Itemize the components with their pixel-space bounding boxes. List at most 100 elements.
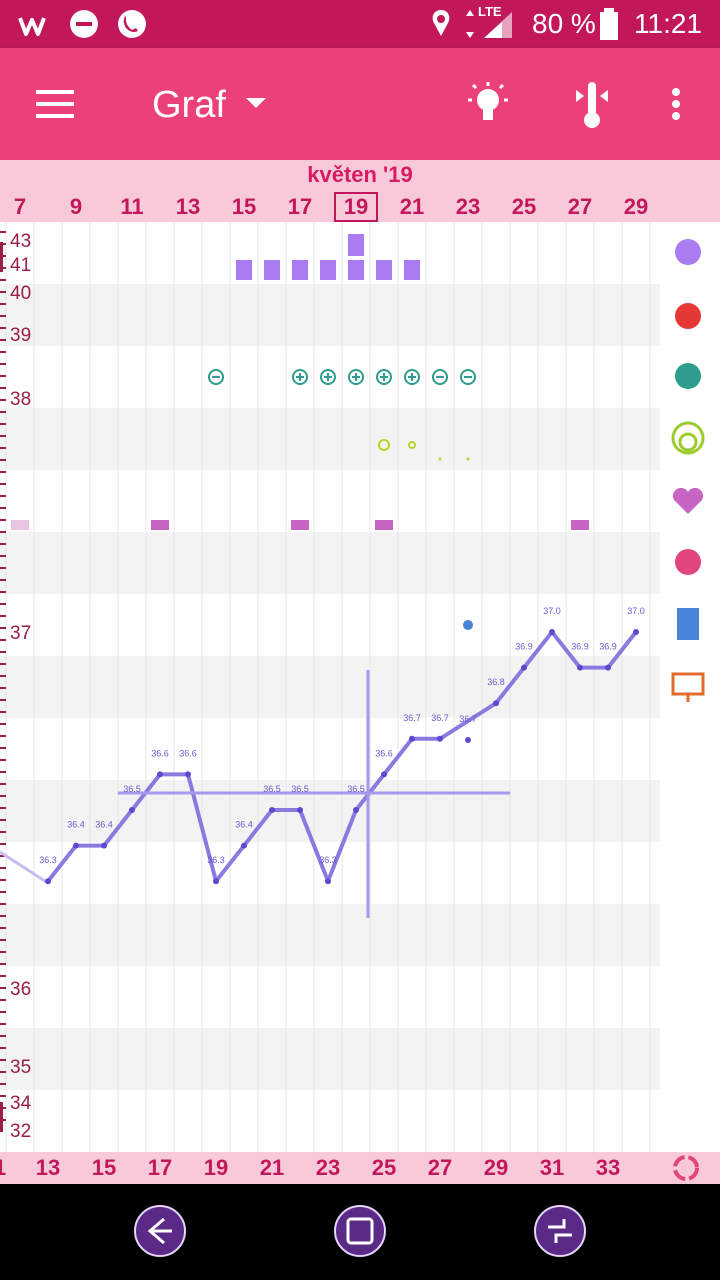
day-label[interactable]: 9 <box>69 194 83 219</box>
y-axis-label: 36 <box>10 979 31 1000</box>
day-header <box>0 160 720 222</box>
mucus-marker <box>466 457 470 461</box>
heart-icon <box>672 487 704 514</box>
day-label[interactable]: 19 <box>334 192 378 222</box>
clock: 11:21 <box>634 8 702 39</box>
temp-value-label: 36.4 <box>235 820 253 830</box>
temp-point <box>409 735 415 742</box>
flower-icon <box>675 239 701 265</box>
test-marker <box>292 369 308 385</box>
day-label[interactable]: 27 <box>567 194 593 219</box>
axis-mark <box>0 1102 3 1132</box>
temp-point <box>325 878 331 885</box>
temp-value-label: 36.8 <box>487 677 505 687</box>
flow-bar <box>236 260 252 280</box>
note-icon <box>677 608 699 640</box>
band <box>0 284 660 346</box>
test-marker <box>404 369 420 385</box>
day-label[interactable]: 13 <box>175 194 201 219</box>
day-label[interactable]: 15 <box>231 194 257 219</box>
cycle-icon[interactable] <box>670 1152 702 1184</box>
temp-point <box>577 664 583 671</box>
y-axis-label: 32 <box>10 1121 31 1142</box>
temp-point <box>73 842 79 849</box>
more-icon[interactable] <box>670 86 682 124</box>
menu-icon[interactable] <box>36 88 76 120</box>
y-axis-label: 40 <box>10 283 31 304</box>
y-axis-label: 39 <box>10 325 31 346</box>
bottom-day-label: 29 <box>483 1155 509 1180</box>
day-label[interactable]: 17 <box>287 194 313 219</box>
extra-point <box>463 620 473 630</box>
temp-value-label: 36.9 <box>571 642 589 652</box>
y-axis-label: 34 <box>10 1093 32 1114</box>
lightbulb-icon[interactable] <box>466 80 510 128</box>
bottom-day-label: 21 <box>259 1155 285 1180</box>
dnd-icon <box>70 10 98 38</box>
recent-button[interactable] <box>534 1205 586 1257</box>
band <box>0 532 660 594</box>
thermometer-icon[interactable] <box>574 80 610 130</box>
test-marker <box>320 369 336 385</box>
temp-value-label: 36.5 <box>347 784 365 794</box>
temp-value-label: 36.9 <box>599 642 617 652</box>
day-label[interactable]: 21 <box>399 194 425 219</box>
temp-value-label: 36.7 <box>403 713 421 723</box>
home-button[interactable] <box>334 1205 386 1257</box>
temp-point <box>45 878 51 885</box>
bottom-day-label: 1 <box>0 1155 20 1181</box>
back-icon <box>147 1217 172 1245</box>
temp-point <box>465 737 471 743</box>
flow-bar <box>404 260 420 280</box>
test-marker <box>376 369 392 385</box>
wish-app-icon <box>18 17 46 36</box>
network-label: LTE <box>478 4 502 19</box>
day-label[interactable]: 23 <box>455 194 481 219</box>
band <box>0 656 660 718</box>
bottom-day-label: 27 <box>427 1155 453 1180</box>
temp-fade-line <box>0 850 49 885</box>
flow-bar <box>376 260 392 280</box>
splash-icon <box>675 363 701 389</box>
phone-icon <box>118 10 146 38</box>
temp-point <box>241 842 247 849</box>
temp-point <box>157 771 163 778</box>
temp-value-label: 36.6 <box>375 748 393 758</box>
dropdown-icon[interactable] <box>246 98 266 110</box>
flow-bar <box>292 260 308 280</box>
band <box>0 904 660 966</box>
mucus-marker <box>438 457 442 461</box>
test-marker <box>208 369 224 385</box>
month-label: květen '19 <box>307 162 413 187</box>
day-label[interactable]: 7 <box>13 194 27 219</box>
mucus-marker <box>408 441 416 449</box>
back-button[interactable] <box>134 1205 186 1257</box>
day-label[interactable]: 25 <box>511 194 537 219</box>
location-icon <box>432 10 450 36</box>
cycle-chart[interactable]: 43 41 40 39 38 37 36 35 34 32 36.3 36.4 36.4 36.5 36.6… <box>0 222 720 1152</box>
bottom-day-label: 13 <box>35 1155 61 1180</box>
bottom-day-bar <box>0 1152 720 1184</box>
temp-point <box>353 807 359 813</box>
temp-point <box>381 771 387 778</box>
day-label[interactable]: 29 <box>623 194 649 219</box>
page-title[interactable]: Graf <box>152 84 226 126</box>
temp-point <box>633 629 639 635</box>
rings-icon <box>678 432 698 452</box>
temp-point <box>213 878 219 885</box>
y-axis-label: 35 <box>10 1057 31 1078</box>
intercourse-mark <box>11 520 29 530</box>
temp-value-label: 37.0 <box>627 606 645 616</box>
temp-point <box>605 664 611 671</box>
temp-point <box>269 807 275 813</box>
temp-value-label: 36.3 <box>319 855 337 865</box>
axis-mark <box>0 242 3 272</box>
temp-point <box>521 664 527 671</box>
temp-value-label: 36.4 <box>95 820 113 830</box>
temp-value-label: 36.6 <box>151 748 169 758</box>
rings-icon <box>671 421 705 455</box>
mucus-marker <box>378 439 390 451</box>
bottom-day-label: 23 <box>315 1155 341 1180</box>
temp-point <box>129 807 135 813</box>
day-label[interactable]: 11 <box>120 194 144 219</box>
